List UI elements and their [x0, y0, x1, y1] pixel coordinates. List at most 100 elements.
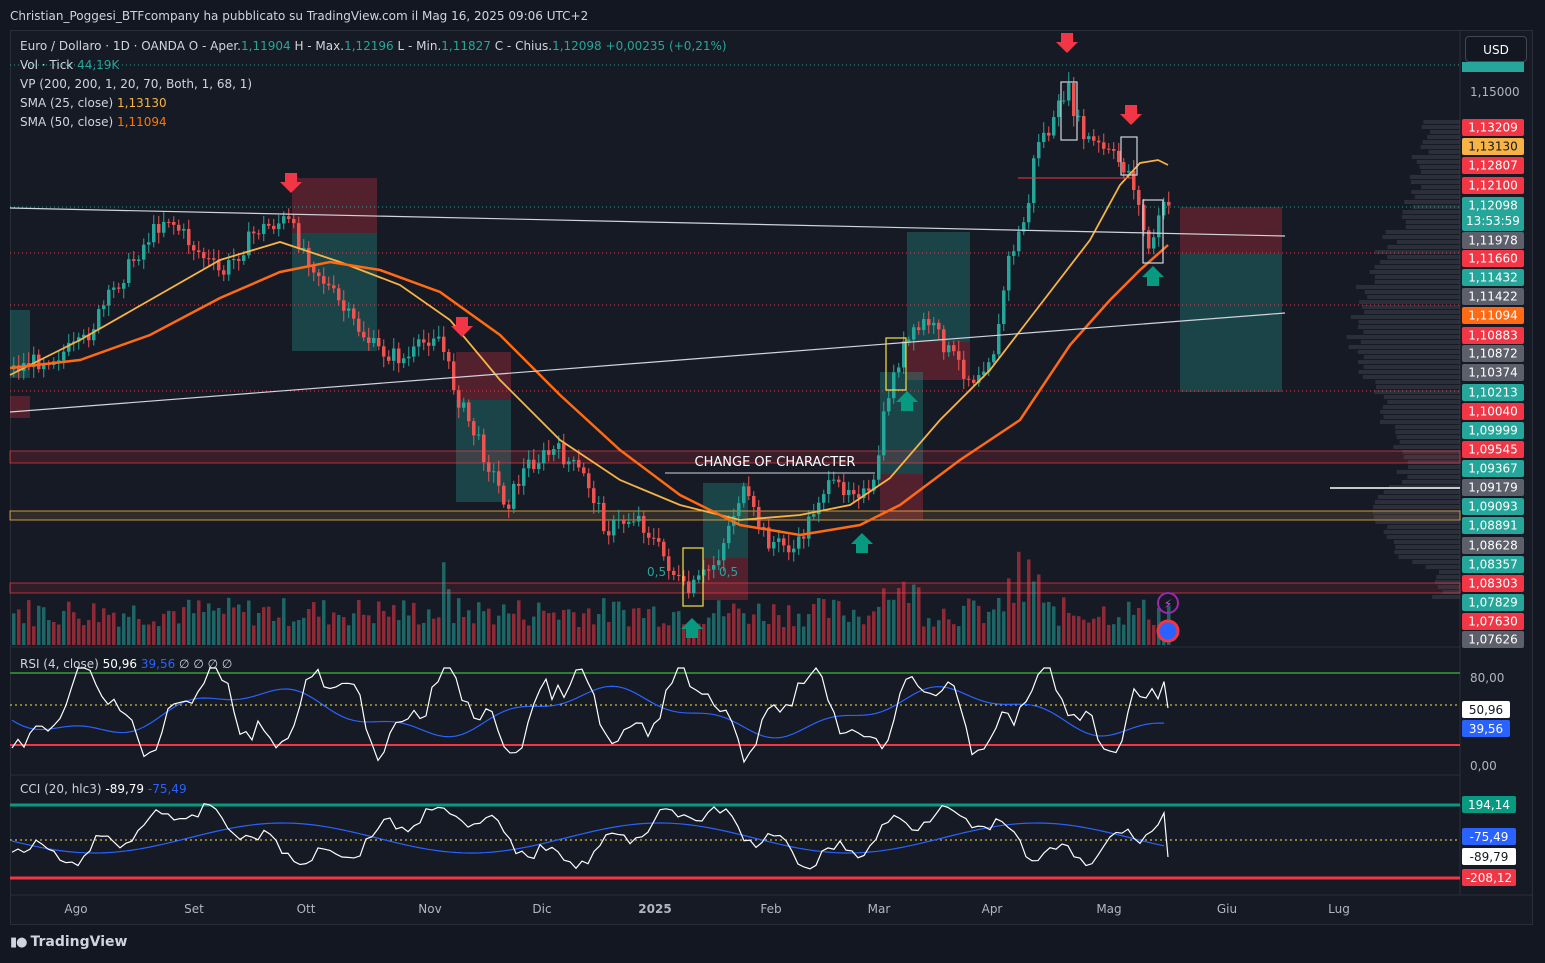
volume-bar: [122, 613, 126, 645]
volume-profile-bar: [1411, 155, 1460, 159]
high-value: 1,12196: [344, 39, 394, 53]
volume-bar: [742, 613, 746, 645]
candle-body: [587, 473, 591, 489]
volume-bar: [92, 603, 96, 645]
price-label-box: [1462, 575, 1524, 592]
candle-body: [527, 459, 531, 469]
candle-body: [1002, 290, 1006, 325]
candle-body: [1107, 148, 1111, 150]
buy-arrow-icon: [681, 618, 703, 638]
price-label: 1,08357: [1468, 558, 1518, 572]
volume-bar: [612, 601, 616, 645]
volume-bar: [397, 620, 401, 645]
candle-body: [867, 488, 871, 491]
price-label-box: [1462, 250, 1524, 267]
highlight-box: [1142, 199, 1164, 264]
rsi-value-box: [1462, 720, 1510, 737]
volume-bar: [617, 601, 621, 645]
volume-bar: [727, 613, 731, 645]
candle-body: [267, 223, 271, 226]
volume-legend[interactable]: Vol · Tick 44,19K: [20, 56, 119, 75]
volume-bar: [332, 612, 336, 645]
candle-body: [422, 339, 426, 343]
candle-body: [127, 259, 131, 284]
volume-bar: [72, 612, 76, 645]
volume-bar: [1107, 624, 1111, 645]
cci-value-label: -89,79: [1470, 850, 1509, 864]
candle-body: [787, 545, 791, 553]
volume-profile-bar: [1422, 140, 1460, 144]
volume-bar: [1102, 606, 1106, 645]
candle-body: [947, 345, 951, 353]
rsi-legend[interactable]: RSI (4, close) 50,96 39,56 ∅ ∅ ∅ ∅: [20, 657, 232, 671]
demand-band: [9, 582, 1461, 594]
volume-bar: [1152, 625, 1156, 645]
cci-ma-line: [11, 822, 1165, 854]
candle-body: [767, 527, 771, 549]
candle-body: [967, 378, 971, 380]
volume-profile-bar: [1382, 405, 1460, 409]
volume-profile-bar: [1383, 395, 1460, 399]
volume-profile-bar: [1427, 135, 1460, 139]
volume-bar: [1017, 551, 1021, 645]
cci-legend[interactable]: CCI (20, hlc3) -89,79 -75,49: [20, 782, 187, 796]
candle-body: [722, 543, 726, 561]
volume-bar: [377, 601, 381, 645]
vp-legend[interactable]: VP (200, 200, 1, 20, 70, Both, 1, 68, 1): [20, 75, 252, 94]
price-label-box: [1462, 62, 1524, 72]
sma50-legend[interactable]: SMA (50, close) 1,11094: [20, 113, 167, 132]
candle-body: [917, 327, 921, 330]
sma25-legend[interactable]: SMA (25, close) 1,13130: [20, 94, 167, 113]
candle-body: [522, 468, 526, 486]
volume-bar: [897, 587, 901, 645]
volume-profile-bar: [1374, 500, 1460, 504]
candle-body: [307, 247, 311, 266]
volume-bar: [462, 616, 466, 645]
volume-bar: [252, 625, 256, 645]
candle-body: [1012, 251, 1016, 256]
volume-profile-bar: [1430, 130, 1460, 134]
rr-zone: [907, 342, 970, 380]
candle-body: [1032, 158, 1036, 204]
volume-profile-bar: [1403, 455, 1460, 459]
candle-body: [87, 334, 91, 341]
vol-value: 44,19K: [77, 58, 120, 72]
currency-button[interactable]: USD: [1465, 36, 1527, 62]
candle-body: [797, 536, 801, 549]
volume-profile-bar: [1369, 270, 1460, 274]
candle-body: [202, 252, 206, 259]
price-label: 1,10040: [1468, 405, 1518, 419]
volume-bar: [857, 616, 861, 645]
volume-bar: [32, 626, 36, 645]
sell-arrow-icon: [280, 173, 302, 193]
candle-body: [402, 358, 406, 364]
volume-bar: [867, 615, 871, 645]
sma25-value: 1,13130: [117, 96, 167, 110]
fib-label: 0,5: [647, 565, 666, 579]
candle-body: [987, 362, 991, 372]
volume-profile-bar: [1437, 585, 1460, 589]
candle-body: [412, 346, 416, 357]
candle-body: [222, 270, 226, 275]
volume-profile-bar: [1374, 275, 1460, 279]
vol-label: Vol · Tick: [20, 58, 74, 72]
volume-bar: [137, 618, 141, 645]
candle-body: [997, 324, 1001, 355]
cci-value-label: -75,49: [1470, 830, 1509, 844]
volume-profile-bar: [1382, 235, 1460, 239]
vp-label: VP (200, 200, 1, 20, 70, Both, 1, 68, 1): [20, 77, 253, 91]
candle-body: [972, 379, 976, 383]
candle-body: [602, 502, 606, 532]
resistance-band: [9, 450, 1461, 464]
candle-body: [857, 494, 861, 499]
candle-body: [847, 489, 851, 496]
volume-bar: [597, 614, 601, 645]
candle-body: [212, 258, 216, 260]
volume-bar: [22, 623, 26, 645]
tradingview-logo[interactable]: ▮● TradingView: [10, 934, 128, 950]
candle-body: [932, 322, 936, 326]
volume-bar: [432, 618, 436, 645]
change-value: +0,00235 (+0,21%): [605, 39, 727, 53]
candle-body: [1102, 142, 1106, 149]
